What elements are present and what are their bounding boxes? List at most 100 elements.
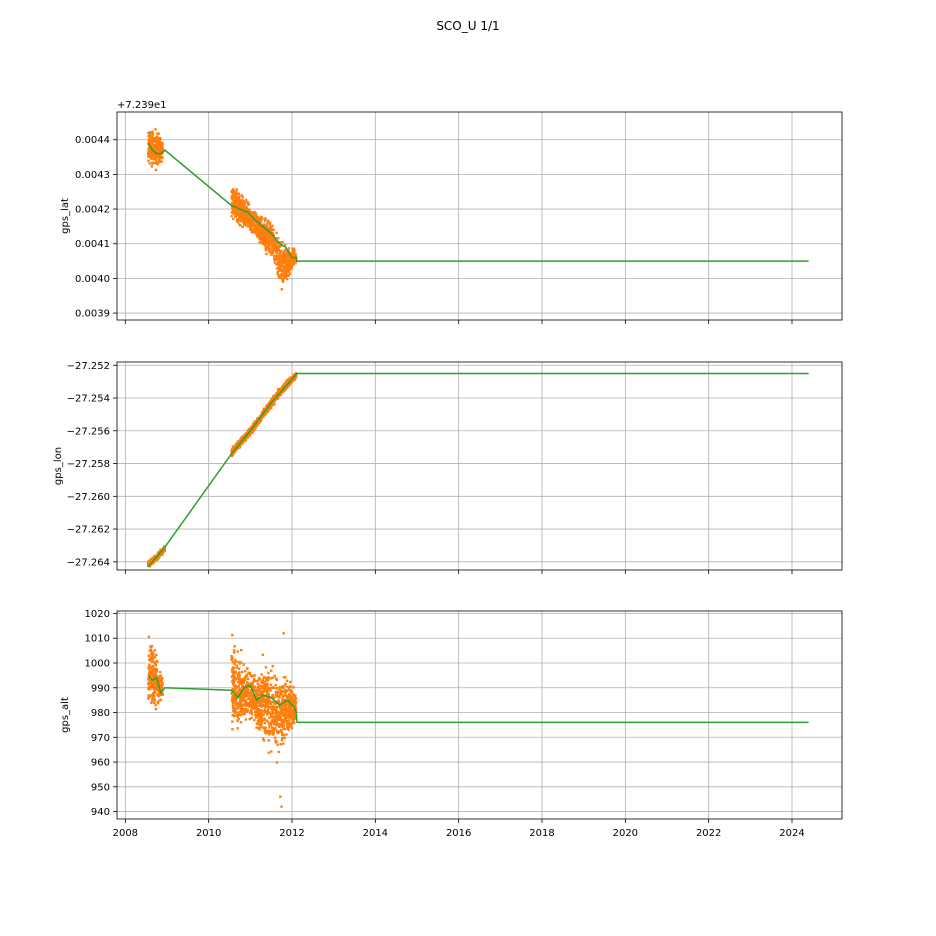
data-point <box>151 131 154 135</box>
data-point <box>281 280 285 283</box>
data-point <box>272 715 275 719</box>
data-point <box>251 220 254 223</box>
data-point <box>244 684 248 687</box>
data-point <box>236 221 240 224</box>
data-point <box>150 145 153 148</box>
data-point <box>278 686 281 689</box>
data-point <box>292 711 296 715</box>
data-point <box>265 678 268 681</box>
data-point <box>243 205 246 208</box>
data-point <box>153 140 156 143</box>
data-point <box>236 212 240 216</box>
data-point <box>276 690 280 693</box>
data-point <box>268 733 271 736</box>
data-point <box>274 712 277 715</box>
data-point <box>236 442 240 445</box>
y-tick-label: 0.0042 <box>75 205 110 216</box>
data-point <box>241 712 245 716</box>
y-tick-label: 940 <box>91 807 110 818</box>
data-point <box>292 700 295 703</box>
data-point <box>260 690 264 693</box>
data-point <box>232 210 235 213</box>
data-point <box>275 709 278 713</box>
data-point <box>269 689 272 692</box>
data-point <box>266 719 269 722</box>
data-point <box>234 708 237 711</box>
y-tick-label: 1010 <box>85 634 110 645</box>
data-point <box>290 266 293 270</box>
data-point <box>285 272 288 276</box>
data-point <box>290 264 293 268</box>
data-point <box>236 719 239 723</box>
data-point <box>152 683 155 686</box>
y-tick-label: 980 <box>91 708 110 719</box>
data-point <box>254 232 258 235</box>
data-point <box>281 277 285 281</box>
data-point <box>283 736 286 740</box>
data-point <box>286 251 289 255</box>
data-point <box>260 234 263 237</box>
data-point <box>282 273 285 276</box>
data-point <box>272 403 275 406</box>
data-point <box>294 697 297 701</box>
data-point <box>152 692 155 695</box>
data-point <box>277 750 280 754</box>
data-point <box>241 699 244 702</box>
data-point <box>151 161 154 164</box>
data-point <box>153 161 156 165</box>
data-point <box>274 241 277 245</box>
data-point <box>264 233 268 237</box>
data-point <box>287 702 290 705</box>
data-point <box>289 381 293 385</box>
data-point <box>152 693 155 697</box>
data-point <box>270 715 273 719</box>
data-point <box>152 664 155 668</box>
data-point <box>160 678 163 681</box>
data-point <box>256 689 259 693</box>
data-point <box>254 424 257 427</box>
data-point <box>241 696 245 699</box>
data-point <box>147 694 150 697</box>
data-point <box>276 718 279 721</box>
data-point <box>242 707 246 711</box>
data-point <box>285 696 289 699</box>
data-point <box>281 742 285 745</box>
data-point <box>277 705 280 708</box>
data-point <box>270 712 274 716</box>
data-point <box>243 438 247 441</box>
data-point <box>243 691 246 695</box>
mean-line <box>147 372 809 568</box>
data-point <box>147 146 151 150</box>
data-point <box>235 188 239 191</box>
data-point <box>245 224 248 227</box>
data-point <box>271 224 274 227</box>
data-point <box>288 715 291 719</box>
data-point <box>267 692 270 696</box>
y-tick-label: −27.258 <box>67 459 110 470</box>
data-point <box>251 228 254 232</box>
data-point <box>284 276 287 279</box>
data-point <box>257 708 260 712</box>
data-point <box>147 159 150 162</box>
data-point <box>263 238 266 241</box>
data-point <box>256 682 259 686</box>
data-point <box>283 708 287 712</box>
data-point <box>258 702 261 706</box>
data-point <box>273 257 276 261</box>
data-point <box>148 162 151 165</box>
data-point <box>245 674 248 678</box>
data-point <box>256 695 259 699</box>
data-point <box>243 677 247 681</box>
data-point <box>266 248 270 251</box>
data-point <box>159 553 163 557</box>
data-point <box>160 680 163 684</box>
data-point <box>238 671 241 674</box>
data-point <box>157 678 160 681</box>
data-point <box>283 243 287 246</box>
data-point <box>268 716 271 719</box>
data-point <box>234 190 238 194</box>
data-point <box>291 713 294 716</box>
data-point <box>239 720 243 724</box>
data-point <box>248 221 252 225</box>
data-point <box>247 704 250 707</box>
